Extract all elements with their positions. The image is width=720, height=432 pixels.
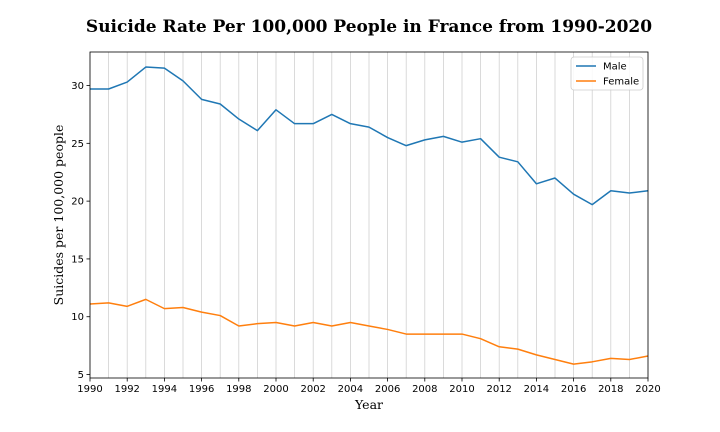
series-lines (89, 66, 649, 365)
x-tick-label: 2002 (300, 384, 325, 395)
x-tick-label: 1990 (77, 384, 102, 395)
x-tick-label: 1992 (114, 384, 139, 395)
x-tick-label: 2020 (635, 384, 660, 395)
x-tick-label: 2006 (375, 384, 400, 395)
y-tick-label: 5 (78, 370, 84, 381)
x-axis-label: Year (354, 397, 383, 412)
series-line-female (89, 298, 649, 365)
x-tick-label: 2018 (598, 384, 623, 395)
x-tick-label: 2014 (524, 384, 549, 395)
x-tick-label: 1996 (189, 384, 214, 395)
legend-label-male: Male (603, 62, 627, 73)
x-tick-label: 1998 (226, 384, 251, 395)
legend-label-female: Female (603, 77, 639, 88)
y-axis-label: Suicides per 100,000 people (51, 125, 66, 306)
legend: Male Female (570, 56, 644, 91)
x-tick-label: 2008 (412, 384, 437, 395)
plot-area-frame (89, 51, 649, 379)
gridlines (89, 52, 649, 378)
y-tick-label: 15 (71, 254, 84, 265)
x-tick-label: 2000 (263, 384, 288, 395)
y-tick-label: 10 (71, 312, 84, 323)
x-tick-label: 2010 (449, 384, 474, 395)
x-tick-label: 2004 (338, 384, 363, 395)
x-tick-label: 2016 (561, 384, 586, 395)
y-tick-label: 25 (71, 139, 84, 150)
x-tick-label: 1994 (152, 384, 177, 395)
x-axis-ticks: 1990 1992 1994 1996 1998 2000 2002 2004 2006 2008… (77, 378, 661, 395)
chart-title: Suicide Rate Per 100,000 People in Franc… (86, 17, 652, 37)
x-tick-label: 2012 (486, 384, 511, 395)
y-axis-ticks: 5 10 15 20 25 30 (71, 81, 90, 381)
y-tick-label: 30 (71, 81, 84, 92)
series-line-male (90, 66, 649, 206)
y-tick-label: 20 (71, 197, 84, 208)
